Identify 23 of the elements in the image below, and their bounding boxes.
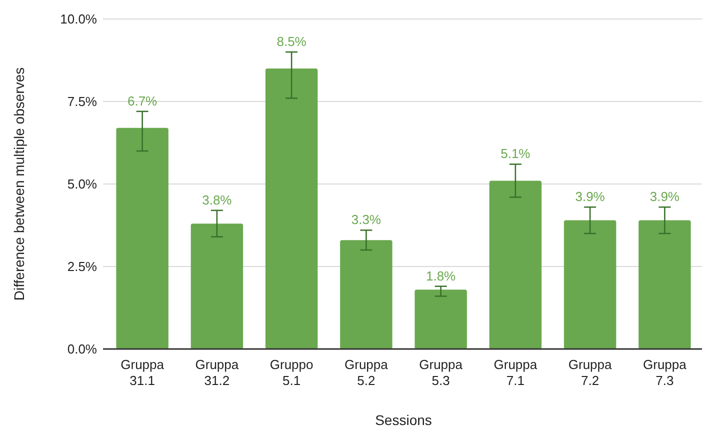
x-tick-label: Gruppa 7.2 [568,357,613,388]
data-label: 5.1% [500,146,531,162]
x-tick-label: Gruppa 7.3 [643,357,688,388]
x-tick-label: Gruppa 5.2 [344,357,389,388]
x-tick-label: Gruppa 31.2 [195,357,240,388]
data-label: 6.7% [127,93,158,108]
x-axis-title: Sessions [375,412,432,428]
x-tick-label: Gruppa 31.1 [120,357,165,388]
x-tick-label: Gruppa 5.3 [419,357,464,388]
y-axis-title: Difference between multiple observes [11,67,27,301]
y-tick-label: 7.5% [67,94,98,110]
data-label: 8.5% [276,34,307,49]
y-tick-label: 5.0% [67,176,98,192]
data-label: 3.9% [650,189,680,204]
data-label: 3.9% [575,189,606,204]
y-tick-label: 2.5% [67,259,98,274]
x-tick-label: Gruppo 5.1 [270,357,314,388]
y-tick-label: 0.0% [67,342,98,357]
data-label: 1.8% [426,268,456,284]
x-tick-label: Gruppa 7.1 [494,357,538,388]
y-tick-label: 10.0% [60,12,98,27]
data-label: 3.3% [351,212,382,228]
data-label: 3.8% [202,192,232,208]
